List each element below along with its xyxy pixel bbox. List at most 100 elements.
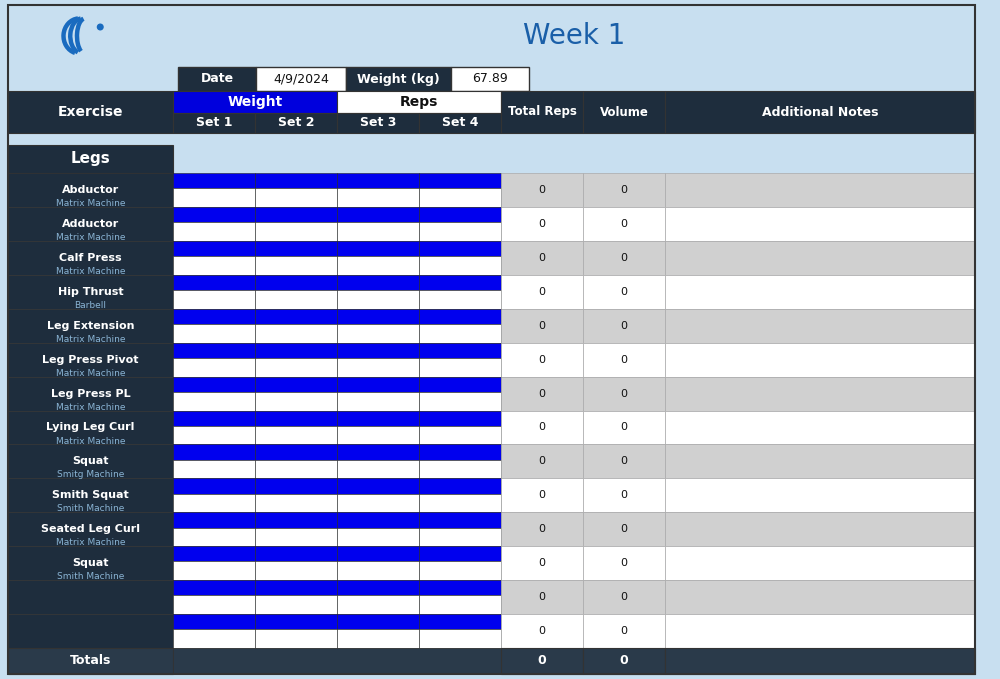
Bar [255,562,337,580]
Bar [583,546,665,580]
Text: Weight: Weight [227,95,283,109]
Bar [501,512,583,546]
Bar [173,445,255,460]
Bar [419,512,501,528]
Bar [255,241,337,256]
Bar [173,5,975,67]
Text: 0: 0 [620,655,628,667]
Bar [337,528,419,546]
Circle shape [97,24,103,30]
Bar [255,290,337,309]
Bar [8,580,173,614]
Bar [337,222,419,241]
Bar [337,629,419,648]
Bar [255,546,337,562]
Text: Legs: Legs [71,151,110,166]
Bar [665,91,975,133]
Bar [255,512,337,528]
Bar [501,614,583,648]
Text: 0: 0 [620,354,628,365]
Bar [419,324,501,343]
Text: 0: 0 [620,219,628,229]
Bar [173,343,255,358]
Text: 0: 0 [538,655,546,667]
Bar [8,91,173,133]
Bar [8,173,173,207]
Bar [501,411,583,445]
Bar [665,546,975,580]
Text: Total Reps: Total Reps [508,105,576,119]
Text: 0: 0 [620,388,628,399]
Text: 0: 0 [620,558,628,568]
Text: Weight (kg): Weight (kg) [357,73,440,86]
Bar [337,309,419,324]
Bar [173,426,255,445]
Bar [8,479,173,512]
Bar [583,309,665,343]
Bar [501,580,583,614]
Bar [173,629,255,648]
Bar [255,275,337,290]
Text: 0: 0 [538,490,546,500]
Bar [346,67,451,91]
Text: Squat: Squat [72,456,109,466]
Text: Abductor: Abductor [62,185,119,195]
Bar [337,411,419,426]
Bar [173,324,255,343]
Bar [255,343,337,358]
Bar [173,188,255,207]
Bar [419,595,501,614]
Bar [173,256,255,275]
Text: Leg Extension: Leg Extension [47,320,134,331]
Bar [255,580,337,595]
Bar [419,411,501,426]
Bar [8,67,975,91]
Bar [583,411,665,445]
Bar [419,275,501,290]
Bar [255,479,337,494]
Bar [337,241,419,256]
Bar [665,445,975,479]
Bar [173,562,255,580]
Text: Set 2: Set 2 [278,117,314,130]
Bar [8,309,173,343]
Bar [337,614,419,629]
Bar [8,445,173,479]
Text: Set 4: Set 4 [442,117,478,130]
Bar [337,188,419,207]
Text: 0: 0 [620,422,628,433]
Bar [583,241,665,275]
Bar [419,113,501,133]
Bar [419,241,501,256]
Text: 0: 0 [538,524,546,534]
Bar [501,241,583,275]
Bar [8,411,173,445]
Bar [665,411,975,445]
Bar [419,445,501,460]
Bar [337,479,419,494]
Bar [419,562,501,580]
Bar [337,324,419,343]
Text: Additional Notes: Additional Notes [762,105,878,119]
Bar [8,614,173,648]
Bar [8,343,173,377]
Bar [337,91,501,113]
Bar [173,595,255,614]
Text: Reps: Reps [400,95,438,109]
Bar [173,479,255,494]
Bar [419,343,501,358]
Bar [419,629,501,648]
Bar [583,91,665,133]
Bar [583,377,665,411]
Bar [419,207,501,222]
Bar [419,460,501,479]
Bar [583,648,665,674]
Bar [665,275,975,309]
Bar [173,460,255,479]
Bar [337,494,419,512]
Bar [255,324,337,343]
Text: Adductor: Adductor [62,219,119,229]
Bar [337,207,419,222]
Text: 0: 0 [538,253,546,263]
Bar [255,460,337,479]
